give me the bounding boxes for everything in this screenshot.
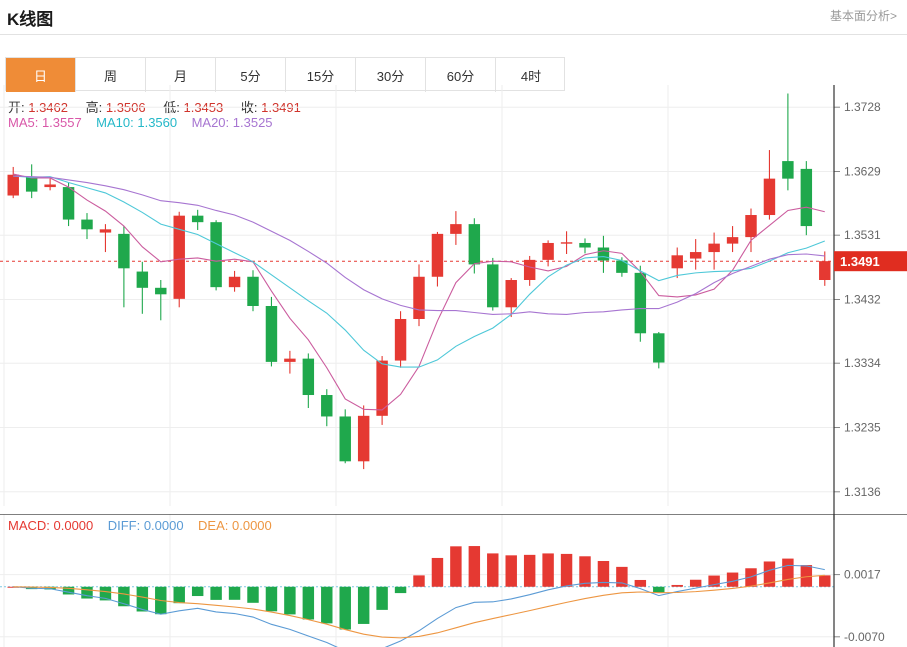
svg-text:1.3531: 1.3531 (844, 228, 881, 242)
svg-text:1.3629: 1.3629 (844, 165, 881, 179)
svg-text:-0.0070: -0.0070 (844, 630, 885, 644)
svg-text:1.3235: 1.3235 (844, 421, 881, 435)
svg-text:1.3136: 1.3136 (844, 485, 881, 499)
svg-text:1.3334: 1.3334 (844, 356, 881, 370)
svg-text:1.3432: 1.3432 (844, 293, 881, 307)
svg-text:1.3728: 1.3728 (844, 100, 881, 114)
svg-text:1.3491: 1.3491 (840, 254, 880, 269)
svg-text:0.0017: 0.0017 (844, 568, 881, 582)
